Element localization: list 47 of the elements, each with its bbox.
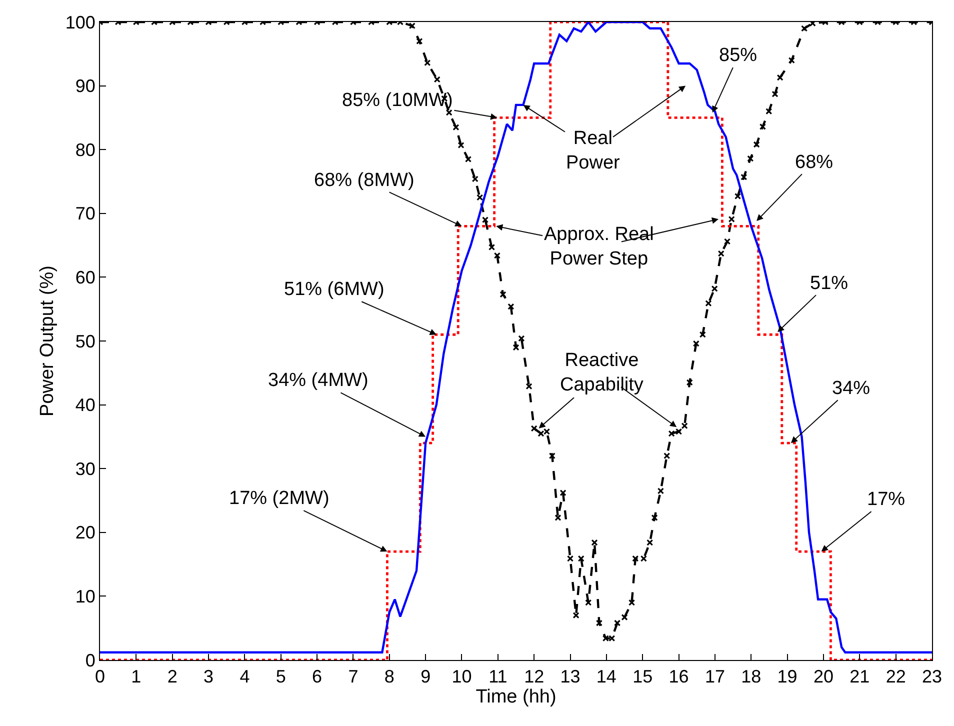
y-tick-label: 10	[75, 586, 96, 606]
x-tick-label: 17	[704, 666, 725, 687]
annotation: 34%	[832, 378, 870, 399]
annotation: 51%	[810, 273, 848, 294]
annotation: 51% (6MW)	[284, 279, 384, 300]
y-tick-label: 80	[75, 140, 96, 160]
x-tick-label: 7	[348, 666, 358, 687]
annotation: 17%	[867, 489, 906, 510]
y-axis-title: Power Output (%)	[37, 266, 58, 416]
annotation: Real Power	[566, 128, 621, 174]
x-tick-label: 23	[922, 666, 942, 687]
x-tick-label: 18	[741, 666, 762, 687]
y-tick-label: 90	[75, 76, 96, 96]
x-tick-label: 15	[632, 666, 653, 687]
x-tick-label: 8	[384, 666, 394, 687]
x-tick-label: 4	[240, 666, 250, 687]
x-tick-label: 14	[596, 666, 616, 687]
x-tick-label: 22	[886, 666, 906, 687]
x-tick-label: 1	[131, 666, 142, 687]
x-tick-label: 16	[668, 666, 689, 687]
y-tick-label: 70	[75, 204, 96, 224]
x-tick-label: 19	[777, 666, 798, 687]
x-axis-title: Time (hh)	[476, 686, 556, 708]
annotation: 68%	[795, 152, 834, 173]
annotation: Reactive Capability	[560, 350, 644, 396]
y-tick-label: 0	[85, 650, 96, 670]
y-tick-label: 60	[75, 268, 96, 288]
y-tick-label: 20	[75, 522, 96, 543]
x-tick-label: 9	[420, 666, 431, 687]
x-tick-label: 2	[167, 666, 178, 687]
y-tick-label: 100	[65, 12, 96, 32]
annotation: 85%	[719, 45, 758, 66]
y-tick-label: 30	[75, 458, 96, 479]
x-tick-label: 3	[204, 666, 214, 687]
y-tick-label: 50	[75, 331, 96, 352]
x-tick-label: 12	[524, 666, 544, 687]
x-tick-label: 21	[850, 666, 870, 687]
x-tick-label: 11	[488, 666, 508, 687]
annotation: 68% (8MW)	[314, 170, 414, 191]
y-tick-label: 40	[75, 395, 96, 416]
x-tick-label: 5	[276, 666, 286, 687]
x-tick-label: 13	[560, 666, 580, 687]
x-tick-label: 10	[452, 666, 472, 687]
x-tick-label: 20	[813, 666, 834, 687]
annotation: 17% (2MW)	[229, 488, 330, 509]
annotation: 34% (4MW)	[268, 370, 368, 391]
x-tick-label: 6	[312, 666, 322, 687]
